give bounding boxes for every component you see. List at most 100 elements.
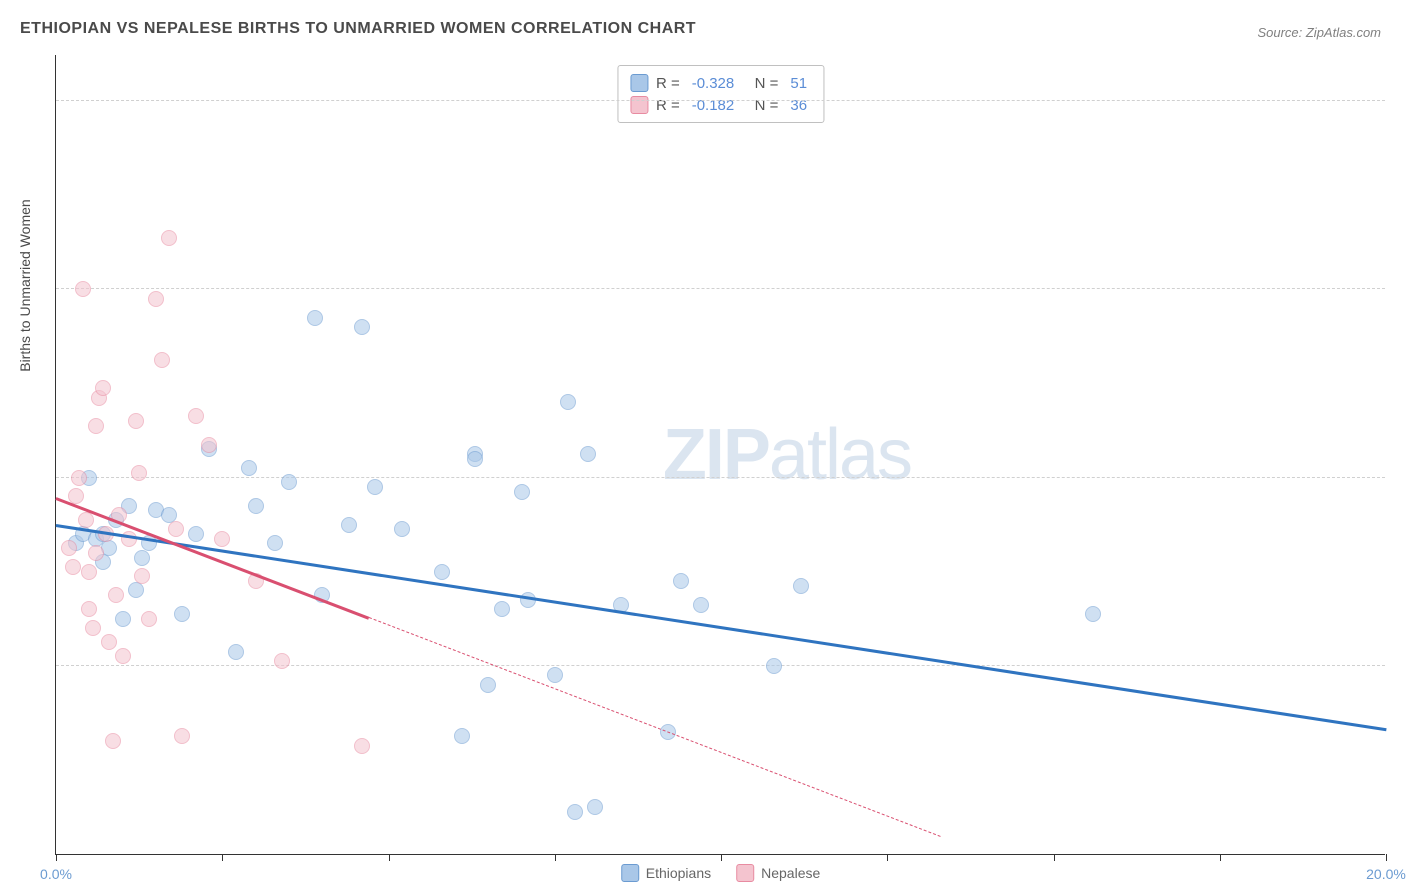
scatter-point — [341, 517, 357, 533]
legend-r-value: -0.328 — [688, 75, 739, 92]
scatter-point — [108, 587, 124, 603]
legend-swatch — [630, 74, 648, 92]
scatter-point — [141, 611, 157, 627]
legend-r-value: -0.182 — [688, 97, 739, 114]
x-tick — [555, 854, 556, 861]
scatter-point — [587, 799, 603, 815]
scatter-point — [241, 460, 257, 476]
scatter-point — [85, 620, 101, 636]
scatter-point — [168, 521, 184, 537]
trend-line — [368, 617, 940, 837]
scatter-point — [793, 578, 809, 594]
x-tick-label: 0.0% — [40, 866, 72, 882]
x-tick-label: 20.0% — [1366, 866, 1406, 882]
gridline — [56, 100, 1385, 101]
x-tick — [56, 854, 57, 861]
scatter-point — [115, 648, 131, 664]
scatter-point — [766, 658, 782, 674]
scatter-point — [161, 230, 177, 246]
scatter-point — [134, 568, 150, 584]
y-tick-label: 20.0% — [1390, 642, 1406, 658]
scatter-point — [101, 634, 117, 650]
scatter-point — [148, 291, 164, 307]
scatter-point — [480, 677, 496, 693]
scatter-point — [128, 582, 144, 598]
scatter-point — [188, 526, 204, 542]
scatter-point — [367, 479, 383, 495]
scatter-point — [134, 550, 150, 566]
scatter-point — [174, 606, 190, 622]
scatter-point — [81, 601, 97, 617]
y-tick-label: 60.0% — [1390, 265, 1406, 281]
legend-n-value: 51 — [786, 75, 811, 92]
scatter-point — [693, 597, 709, 613]
y-axis-label: Births to Unmarried Women — [17, 199, 33, 371]
legend-swatch — [630, 96, 648, 114]
legend-n-value: 36 — [786, 97, 811, 114]
x-tick — [721, 854, 722, 861]
gridline — [56, 477, 1385, 478]
scatter-point — [267, 535, 283, 551]
scatter-point — [281, 474, 297, 490]
scatter-point — [61, 540, 77, 556]
scatter-point — [228, 644, 244, 660]
scatter-point — [560, 394, 576, 410]
scatter-point — [115, 611, 131, 627]
scatter-point — [354, 319, 370, 335]
legend-n-label: N = — [746, 97, 778, 114]
series-legend: Ethiopians Nepalese — [621, 864, 821, 882]
scatter-point — [434, 564, 450, 580]
scatter-point — [547, 667, 563, 683]
scatter-point — [494, 601, 510, 617]
legend-swatch — [736, 864, 754, 882]
x-tick — [222, 854, 223, 861]
scatter-point — [88, 418, 104, 434]
legend-r-label: R = — [656, 97, 680, 114]
legend-item: Nepalese — [736, 864, 820, 882]
correlation-legend: R = -0.328 N = 51R = -0.182 N = 36 — [617, 65, 824, 123]
legend-n-label: N = — [746, 75, 778, 92]
scatter-point — [454, 728, 470, 744]
scatter-point — [128, 413, 144, 429]
scatter-point — [354, 738, 370, 754]
trend-line — [56, 524, 1386, 731]
scatter-point — [201, 437, 217, 453]
scatter-point — [105, 733, 121, 749]
scatter-point — [65, 559, 81, 575]
x-tick — [1386, 854, 1387, 861]
x-tick — [1220, 854, 1221, 861]
watermark: ZIPatlas — [663, 414, 911, 496]
legend-swatch — [621, 864, 639, 882]
x-tick — [887, 854, 888, 861]
scatter-point — [174, 728, 190, 744]
scatter-point — [95, 380, 111, 396]
scatter-point — [188, 408, 204, 424]
scatter-point — [154, 352, 170, 368]
gridline — [56, 288, 1385, 289]
legend-item: Ethiopians — [621, 864, 711, 882]
scatter-point — [214, 531, 230, 547]
scatter-point — [88, 545, 104, 561]
legend-series-name: Ethiopians — [646, 865, 711, 881]
y-tick-label: 40.0% — [1390, 454, 1406, 470]
scatter-point — [394, 521, 410, 537]
scatter-point — [673, 573, 689, 589]
watermark-bold: ZIP — [663, 415, 769, 495]
legend-row: R = -0.182 N = 36 — [630, 94, 811, 116]
scatter-point — [514, 484, 530, 500]
y-tick-label: 80.0% — [1390, 77, 1406, 93]
x-tick — [1054, 854, 1055, 861]
legend-series-name: Nepalese — [761, 865, 820, 881]
scatter-point — [1085, 606, 1101, 622]
scatter-point — [567, 804, 583, 820]
scatter-point — [75, 281, 91, 297]
scatter-point — [131, 465, 147, 481]
legend-row: R = -0.328 N = 51 — [630, 72, 811, 94]
chart-title: ETHIOPIAN VS NEPALESE BIRTHS TO UNMARRIE… — [20, 20, 696, 38]
scatter-point — [78, 512, 94, 528]
scatter-point — [71, 470, 87, 486]
scatter-point — [248, 498, 264, 514]
watermark-light: atlas — [769, 415, 911, 495]
scatter-point — [580, 446, 596, 462]
gridline — [56, 665, 1385, 666]
